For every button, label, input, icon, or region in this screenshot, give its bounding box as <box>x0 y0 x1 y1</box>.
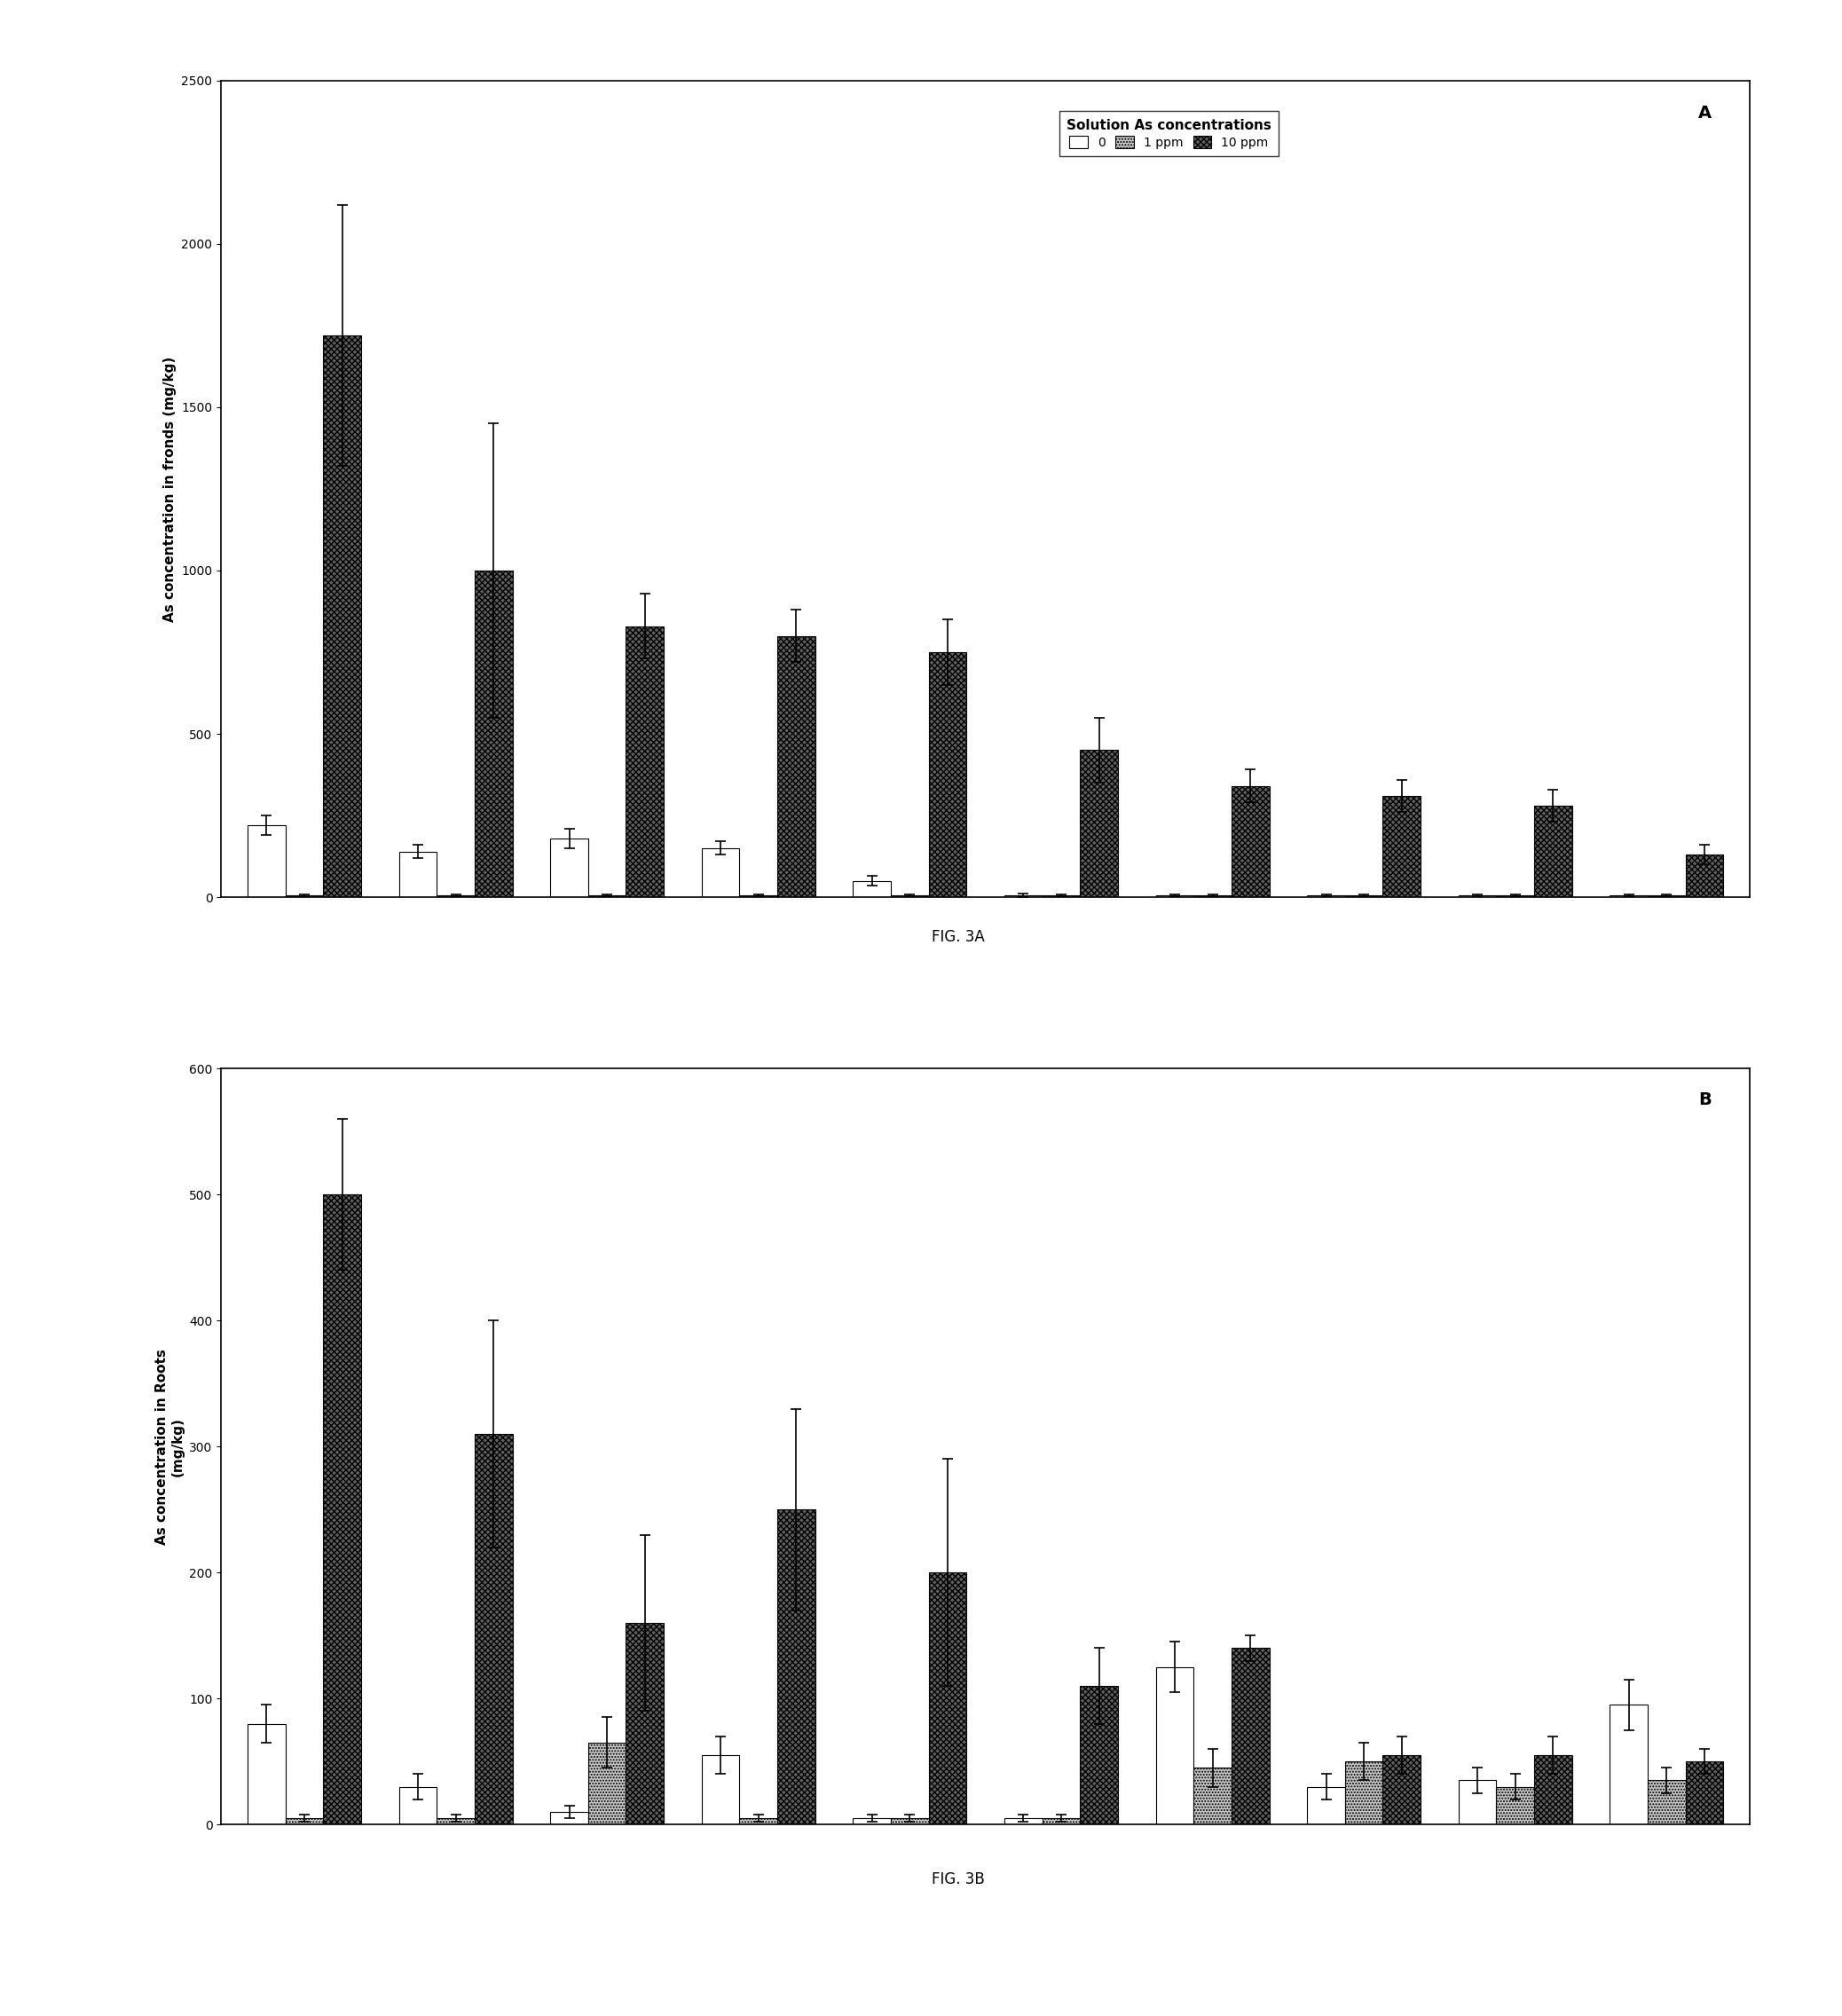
Text: FIG. 3A: FIG. 3A <box>932 929 984 946</box>
Bar <box>1079 750 1118 897</box>
Text: FIG. 3B: FIG. 3B <box>932 1871 984 1887</box>
Bar <box>702 1756 739 1824</box>
Bar <box>1383 1756 1420 1824</box>
Bar <box>1496 1786 1534 1824</box>
Bar <box>1383 796 1420 897</box>
Bar <box>1685 1762 1724 1824</box>
Bar <box>400 1786 437 1824</box>
Bar <box>626 627 663 897</box>
Bar <box>1345 1762 1383 1824</box>
Bar <box>777 635 816 897</box>
Bar <box>1155 1667 1194 1824</box>
Bar <box>551 1812 588 1824</box>
Bar <box>1534 1756 1571 1824</box>
Bar <box>286 1818 322 1824</box>
Bar <box>1685 855 1724 897</box>
Bar <box>853 881 892 897</box>
Text: B: B <box>1698 1091 1711 1109</box>
Bar <box>1459 1780 1496 1824</box>
Legend: 0, 1 ppm, 10 ppm: 0, 1 ppm, 10 ppm <box>1059 111 1278 155</box>
Bar <box>588 1742 626 1824</box>
Bar <box>1194 1768 1232 1824</box>
Bar <box>1232 1649 1269 1824</box>
Text: A: A <box>1698 105 1711 123</box>
Bar <box>928 651 967 897</box>
Bar <box>437 1818 475 1824</box>
Bar <box>626 1623 663 1824</box>
Bar <box>892 1818 928 1824</box>
Bar <box>400 851 437 897</box>
Bar <box>247 825 286 897</box>
Bar <box>475 1433 512 1824</box>
Bar <box>1232 786 1269 897</box>
Bar <box>1004 1818 1043 1824</box>
Y-axis label: As concentration in fronds (mg/kg): As concentration in fronds (mg/kg) <box>162 357 177 621</box>
Bar <box>247 1724 286 1824</box>
Bar <box>551 839 588 897</box>
Bar <box>1079 1685 1118 1824</box>
Bar <box>702 849 739 897</box>
Bar <box>928 1572 967 1824</box>
Bar <box>853 1818 892 1824</box>
Bar <box>739 1818 777 1824</box>
Bar <box>1610 1706 1649 1824</box>
Bar <box>1308 1786 1345 1824</box>
Y-axis label: As concentration in Roots
(mg/kg): As concentration in Roots (mg/kg) <box>155 1349 184 1544</box>
Bar <box>1534 806 1571 897</box>
Bar <box>322 335 361 897</box>
Bar <box>1043 1818 1079 1824</box>
Bar <box>322 1193 361 1824</box>
Bar <box>777 1510 816 1824</box>
Bar <box>475 571 512 897</box>
Bar <box>1649 1780 1685 1824</box>
